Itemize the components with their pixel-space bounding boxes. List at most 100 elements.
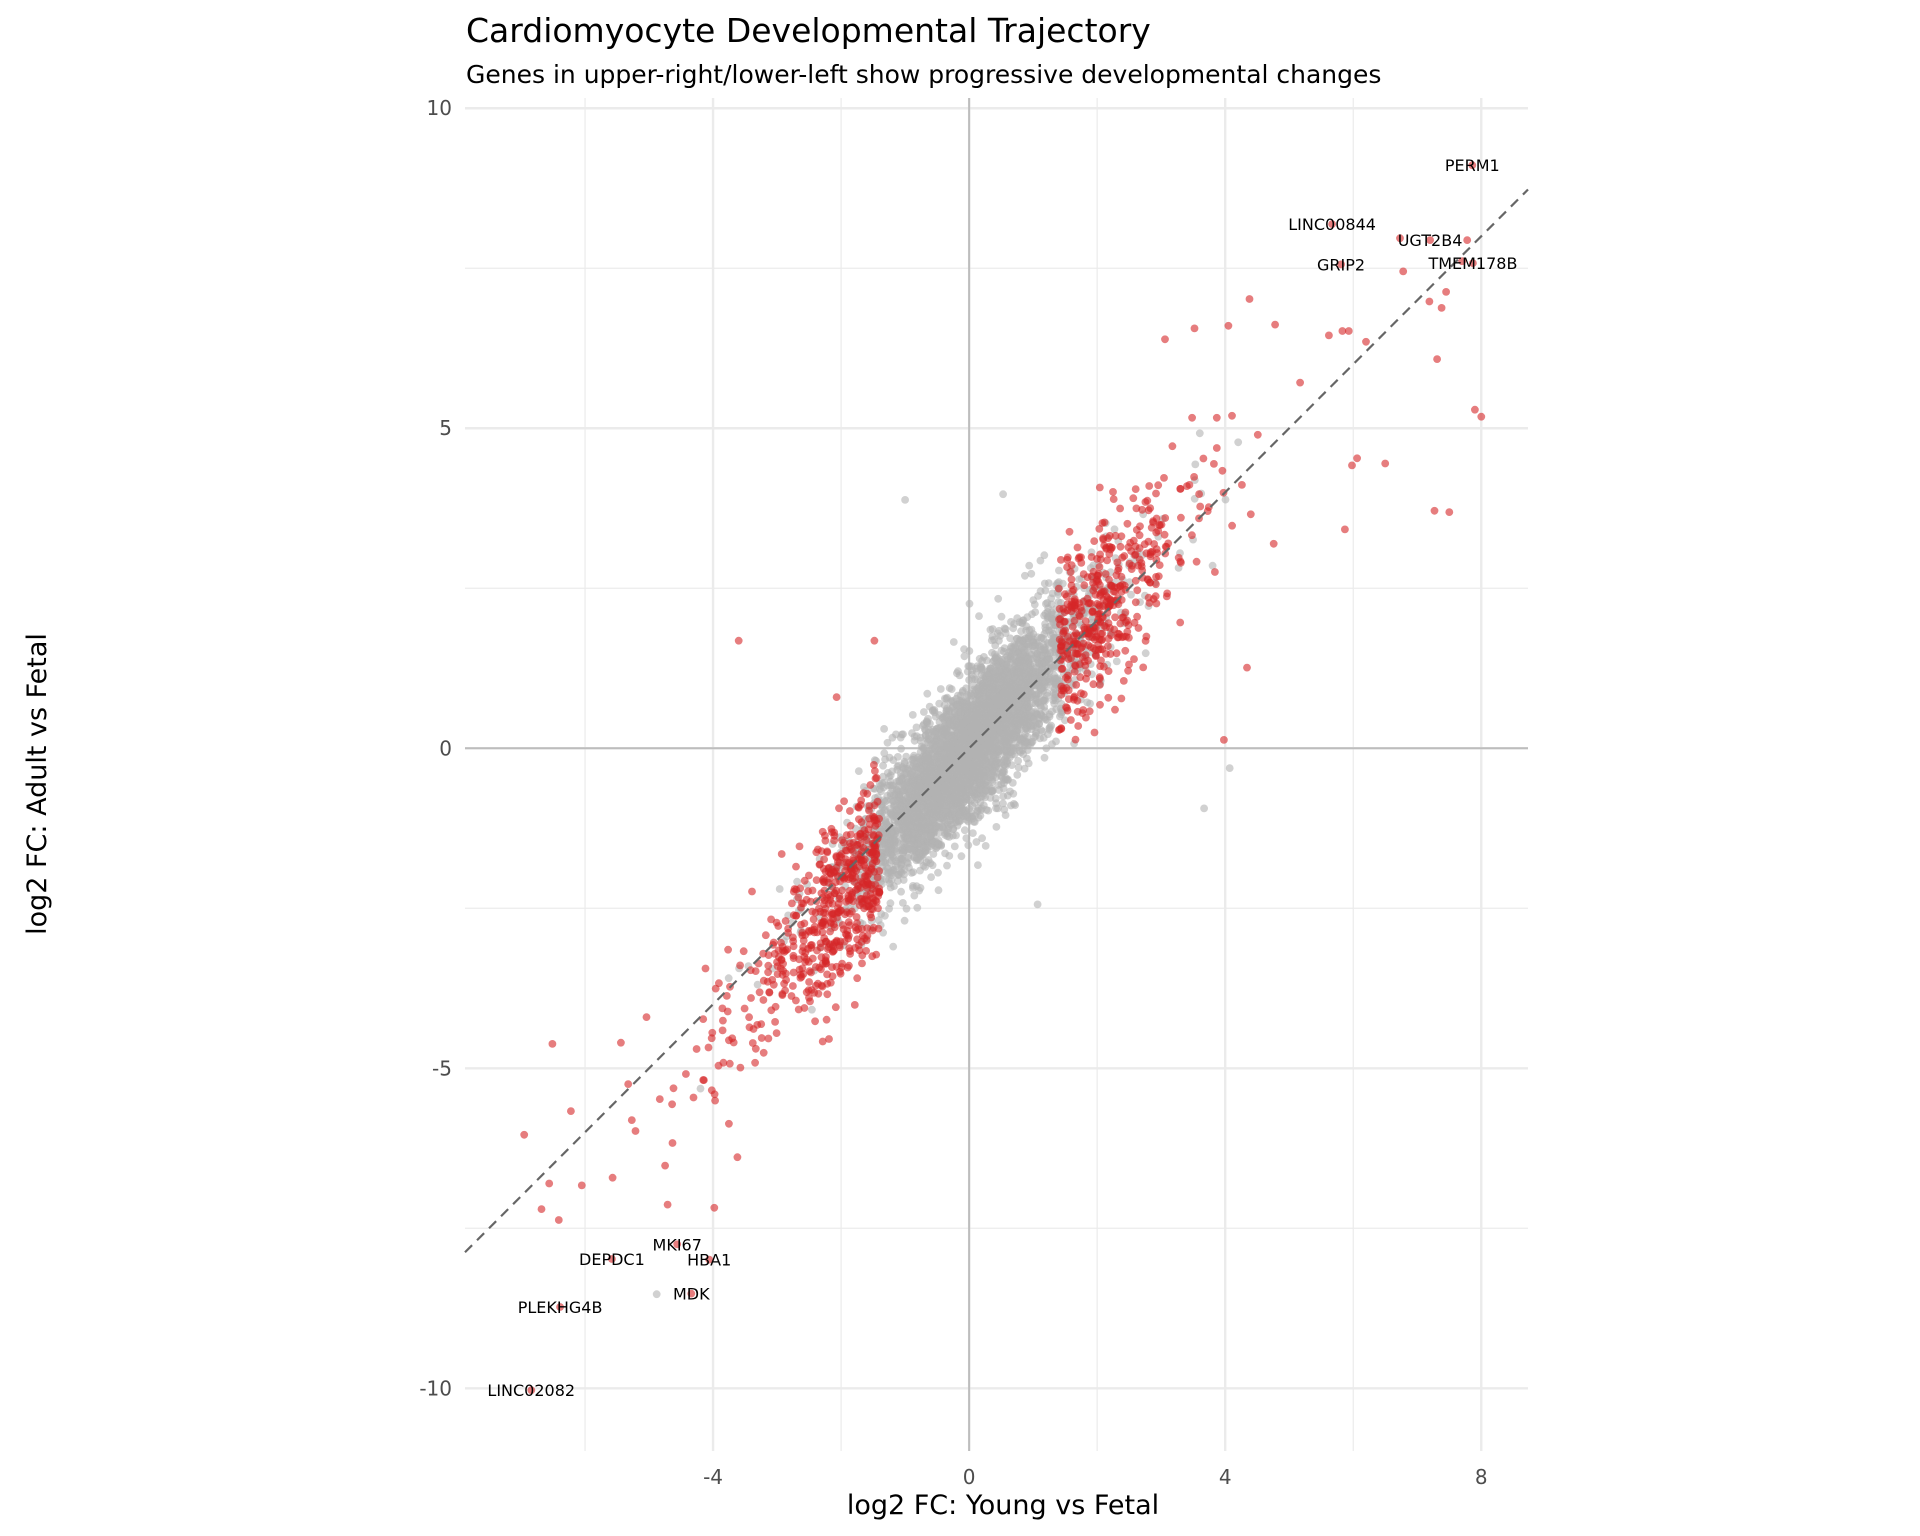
significant-point: [1090, 728, 1099, 737]
non-significant-point: [977, 725, 986, 734]
significant-point: [1104, 634, 1113, 643]
non-significant-point: [1225, 764, 1234, 772]
non-significant-point: [990, 698, 999, 706]
non-significant-point: [955, 811, 964, 820]
non-significant-point: [891, 836, 900, 845]
non-significant-point: [1027, 569, 1036, 578]
significant-point: [1111, 613, 1119, 622]
significant-point: [1199, 454, 1208, 463]
non-significant-point: [900, 916, 909, 925]
non-significant-point: [1000, 624, 1009, 633]
significant-point: [1067, 581, 1076, 590]
non-significant-point: [1004, 675, 1013, 683]
non-significant-point: [973, 684, 982, 693]
significant-point: [764, 968, 772, 977]
non-significant-point: [1001, 752, 1010, 761]
non-significant-point: [892, 730, 900, 739]
non-significant-point: [916, 884, 925, 892]
significant-point: [701, 964, 710, 973]
significant-point: [1095, 681, 1104, 689]
non-significant-point: [908, 711, 917, 719]
significant-point: [1064, 655, 1073, 663]
significant-point: [1160, 474, 1168, 482]
significant-point: [1077, 607, 1086, 615]
non-significant-point: [988, 632, 997, 641]
non-significant-point: [1040, 659, 1049, 667]
significant-point: [840, 797, 848, 806]
non-significant-point: [1004, 775, 1012, 784]
significant-point: [825, 1035, 833, 1043]
significant-point: [761, 931, 770, 940]
non-significant-point: [1041, 620, 1049, 628]
non-significant-point: [946, 785, 955, 794]
significant-point: [781, 917, 790, 925]
non-significant-point: [938, 714, 947, 723]
non-significant-point: [1006, 634, 1015, 643]
significant-point: [809, 915, 818, 924]
non-significant-point: [910, 853, 918, 862]
significant-point: [841, 846, 850, 855]
significant-point: [682, 1070, 690, 1078]
significant-point: [1116, 504, 1124, 513]
significant-point: [1096, 700, 1104, 709]
non-significant-point: [1033, 900, 1042, 909]
significant-point: [751, 1058, 759, 1067]
non-significant-point: [1028, 737, 1037, 746]
non-significant-point: [1141, 649, 1150, 658]
non-significant-point: [900, 870, 908, 879]
non-significant-point: [983, 704, 991, 713]
significant-point: [1144, 593, 1153, 602]
non-significant-point: [954, 782, 963, 790]
non-significant-point: [1006, 787, 1014, 796]
significant-point: [1067, 716, 1075, 724]
non-significant-point: [897, 744, 905, 753]
significant-point: [806, 997, 814, 1006]
non-significant-point: [967, 785, 975, 794]
non-significant-point: [1039, 634, 1048, 643]
significant-point: [808, 886, 817, 895]
non-significant-point: [903, 858, 911, 867]
non-significant-point: [989, 744, 997, 753]
significant-point: [669, 1084, 678, 1093]
non-significant-point: [1018, 671, 1026, 680]
non-significant-point: [1221, 495, 1230, 504]
non-significant-point: [1048, 589, 1057, 598]
non-significant-point: [924, 714, 932, 723]
non-significant-point: [753, 980, 762, 989]
significant-point: [1125, 660, 1133, 669]
significant-point: [849, 838, 858, 847]
non-significant-point: [1014, 763, 1023, 772]
non-significant-point: [999, 689, 1008, 697]
significant-point: [1096, 550, 1104, 559]
non-significant-point: [934, 886, 943, 895]
non-significant-point: [949, 825, 958, 833]
non-significant-point: [982, 671, 991, 679]
significant-point: [748, 887, 756, 896]
non-significant-point: [1033, 723, 1041, 731]
non-significant-point: [888, 767, 896, 776]
significant-point: [1117, 694, 1126, 703]
non-significant-point: [1045, 712, 1054, 721]
non-significant-point: [997, 708, 1005, 717]
non-significant-point: [1013, 771, 1022, 779]
non-significant-point: [994, 750, 1003, 758]
non-significant-point: [913, 903, 922, 912]
non-significant-point: [886, 899, 895, 908]
significant-point: [1068, 587, 1077, 596]
non-significant-point: [1018, 643, 1026, 652]
non-significant-point: [935, 814, 944, 823]
non-significant-point: [880, 838, 888, 847]
non-significant-point: [1035, 714, 1044, 722]
significant-point: [1088, 607, 1097, 615]
significant-point: [866, 781, 875, 789]
significant-point: [788, 899, 796, 908]
non-significant-point: [957, 768, 965, 776]
significant-point: [1192, 557, 1201, 566]
significant-point: [729, 1038, 738, 1047]
non-significant-point: [940, 722, 949, 730]
significant-point: [1111, 705, 1119, 714]
significant-point: [1057, 556, 1065, 564]
significant-point: [820, 896, 829, 905]
non-significant-point: [925, 748, 934, 757]
non-significant-point: [968, 769, 976, 778]
